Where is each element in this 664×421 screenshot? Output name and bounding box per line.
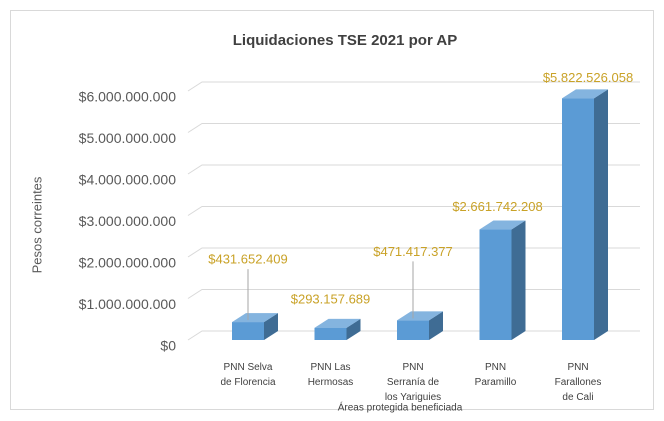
value-label: $471.417.377 (373, 244, 453, 259)
bar-top (562, 89, 608, 99)
bar (314, 318, 361, 340)
bar-side-shade (511, 220, 526, 340)
x-tick-label: PNN Farallones de Cali (555, 362, 602, 403)
x-tick-line: Paramillo (475, 377, 517, 388)
bar-front (562, 98, 594, 340)
bar-top-shade (479, 220, 526, 230)
y-tick-label: $0 (160, 338, 176, 354)
value-label: $431.652.409 (208, 252, 288, 267)
x-tick-line: PNN Las (310, 362, 350, 373)
y-tick-label: $5.000.000.000 (79, 130, 177, 146)
x-tick-line: Serranía de (387, 377, 440, 388)
y-tick-label: $1.000.000.000 (79, 296, 177, 312)
bar-side (511, 220, 526, 340)
y-axis-title: Pesos correintes (29, 176, 44, 273)
x-tick-line: de Cali (562, 392, 593, 403)
bar (397, 311, 443, 340)
bar-side (264, 313, 278, 340)
x-axis-title: Áreas protegida beneficiada (338, 401, 463, 414)
value-label: $2.661.742.208 (452, 199, 542, 214)
y-tick-label: $3.000.000.000 (79, 213, 177, 229)
bar (479, 220, 526, 340)
y-tick-label: $4.000.000.000 (79, 172, 177, 188)
bar-side (346, 318, 361, 340)
bar-top-shade (397, 311, 443, 321)
y-tick-label: $6.000.000.000 (79, 89, 177, 105)
x-tick-line: PNN (402, 362, 423, 373)
bar-top-shade (562, 89, 608, 99)
x-tick-line: los Yariguies (385, 392, 441, 403)
bar-front (232, 322, 264, 340)
x-tick-label: PNN Serranía de los Yariguies (385, 362, 441, 403)
x-tick-line: Hermosas (308, 377, 354, 388)
grid-line (187, 206, 640, 216)
x-tick-line: de Florencia (220, 377, 275, 388)
x-tick-label: PNN Paramillo (475, 362, 517, 388)
bar-top (232, 313, 278, 323)
grid-line (187, 164, 640, 175)
bar-side-shade (346, 318, 361, 340)
x-tick-label: PNN Las Hermosas (308, 362, 354, 388)
bar-front (479, 229, 512, 340)
bar-side-shade (264, 313, 278, 340)
bar-front (314, 327, 347, 340)
bar-side-shade (429, 311, 443, 340)
bar-side-shade (594, 89, 608, 340)
bar-front (397, 320, 429, 340)
chart-frame (10, 10, 654, 410)
bar-top (397, 311, 443, 321)
bar (232, 313, 278, 340)
x-tick-line: Farallones (555, 377, 602, 388)
x-tick-line: PNN (485, 362, 506, 373)
bar-top (314, 318, 361, 328)
bar-top-shade (232, 313, 278, 323)
value-label: $5.822.526.058 (543, 70, 633, 85)
bar-side (429, 311, 443, 340)
chart-title: Liquidaciones TSE 2021 por AP (233, 32, 458, 49)
y-tick-label: $2.000.000.000 (79, 255, 177, 271)
bar-top-shade (314, 318, 361, 328)
grid-line (187, 123, 640, 133)
value-label: $293.157.689 (291, 291, 371, 306)
x-tick-line: PNN (567, 362, 588, 373)
x-tick-line: PNN Selva (224, 362, 273, 373)
bar-side (594, 89, 608, 340)
x-tick-label: PNN Selva de Florencia (220, 362, 275, 388)
grid-line (187, 81, 640, 92)
bar (562, 89, 608, 340)
bar-top (479, 220, 526, 230)
